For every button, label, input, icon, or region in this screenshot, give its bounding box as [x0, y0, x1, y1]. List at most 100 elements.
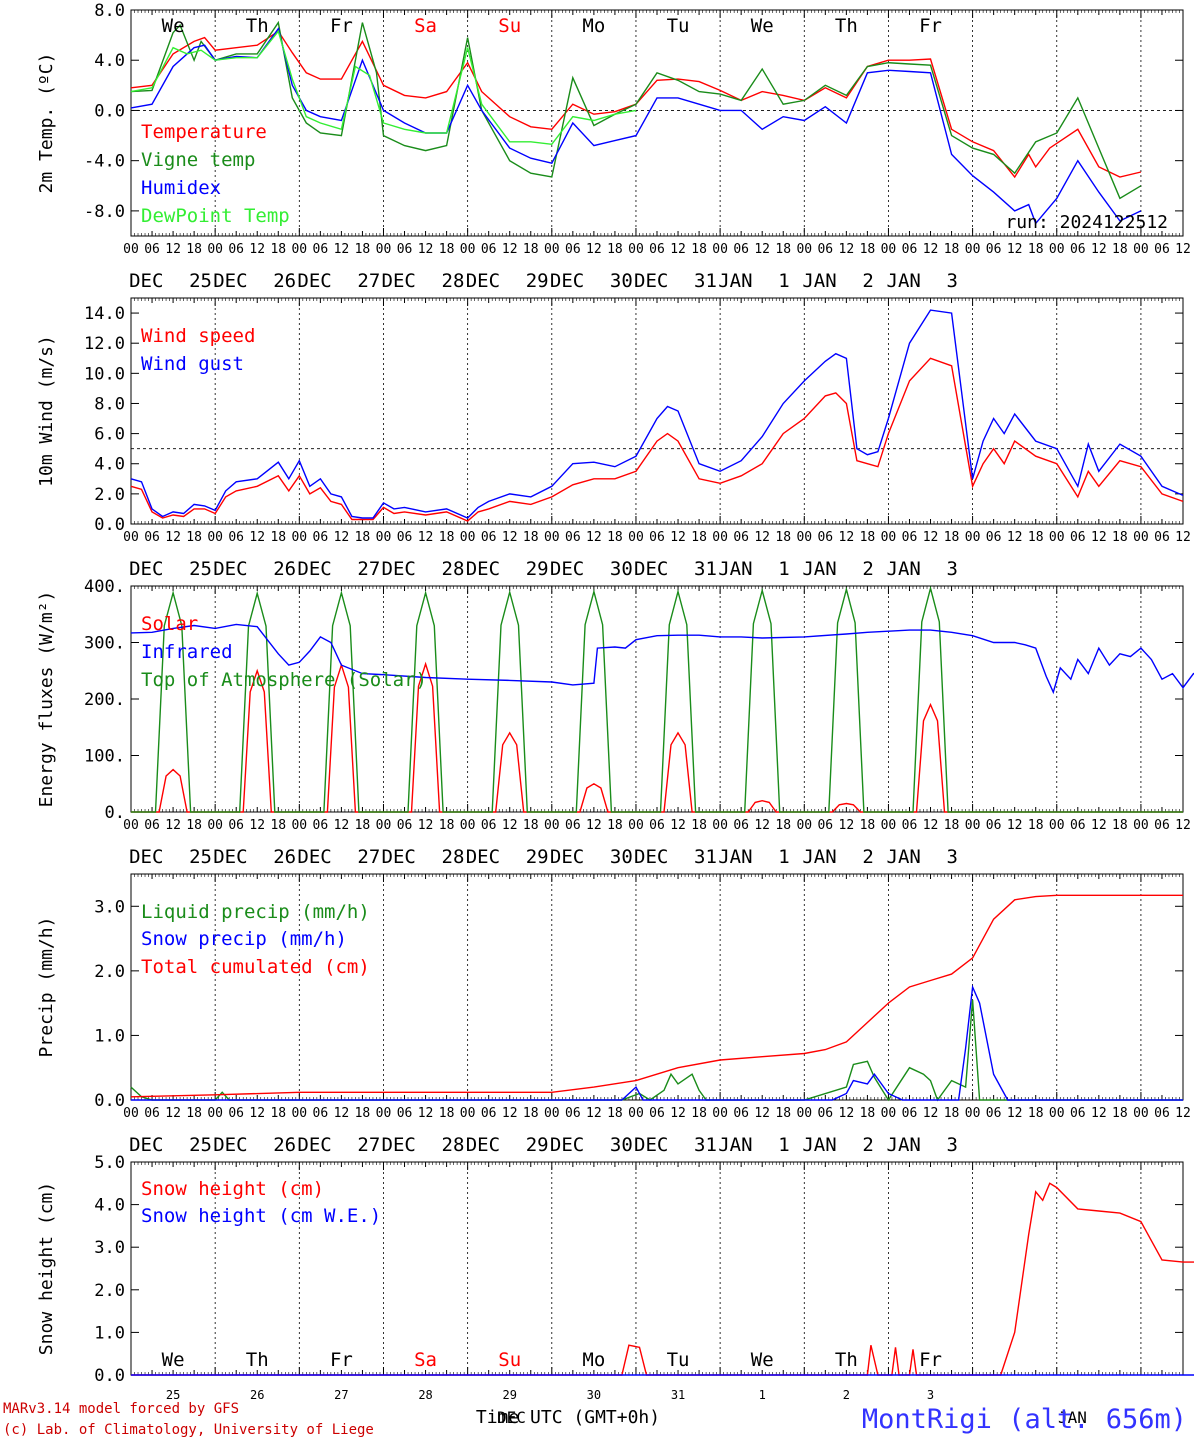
y-axis-label: 10m Wind (m/s) — [36, 335, 57, 487]
hour-tick-label: 18 — [270, 1106, 286, 1121]
hour-tick-label: 00 — [1049, 1106, 1065, 1121]
date-day-label: 25 — [189, 558, 212, 580]
date-day-label: 25 — [189, 846, 212, 868]
hour-tick-label: 00 — [1133, 242, 1149, 257]
date-month-label: DEC — [213, 846, 247, 868]
hour-tick-label: 18 — [1028, 242, 1044, 257]
hour-tick-label: 18 — [439, 242, 455, 257]
hour-tick-label: 18 — [860, 818, 876, 833]
hour-tick-label: 12 — [1007, 242, 1023, 257]
hour-tick-label: 18 — [523, 530, 539, 545]
series-line-infrared — [130, 623, 1194, 695]
hour-tick-label: 00 — [376, 818, 392, 833]
y-tick-label: 8.0 — [94, 394, 125, 414]
y-tick-label: 8.0 — [94, 1, 125, 21]
hour-tick-label: 18 — [355, 530, 371, 545]
hour-tick-label: 06 — [481, 530, 497, 545]
hour-tick-label: 00 — [376, 242, 392, 257]
hour-tick-label: 06 — [144, 1106, 160, 1121]
hour-tick-label: 18 — [944, 818, 960, 833]
y-axis-label: Precip (mm/h) — [36, 917, 57, 1058]
weekday-label-bottom: Th — [835, 1349, 858, 1371]
weekday-label-top: Sa — [414, 15, 437, 37]
hour-tick-label: 12 — [334, 530, 350, 545]
day-number-label: 2 — [843, 1388, 850, 1402]
hour-tick-label: 12 — [586, 1106, 602, 1121]
day-number-label: 30 — [587, 1388, 601, 1402]
hour-tick-label: 12 — [1175, 530, 1191, 545]
hour-tick-label: 00 — [965, 818, 981, 833]
hour-tick-label: 18 — [607, 242, 623, 257]
weekday-label-top: We — [162, 15, 185, 37]
date-day-label: 30 — [610, 846, 633, 868]
hour-tick-label: 00 — [1049, 530, 1065, 545]
series-line-wind-gust — [130, 309, 1184, 519]
y-tick-label: 4.0 — [94, 51, 125, 71]
hour-tick-label: 12 — [1007, 1106, 1023, 1121]
legend-entry: Wind speed — [141, 325, 255, 347]
date-month-label: JAN — [718, 846, 752, 868]
hour-tick-label: 18 — [775, 530, 791, 545]
date-day-label: 31 — [694, 846, 717, 868]
hour-tick-label: 12 — [670, 530, 686, 545]
hour-tick-label: 00 — [1133, 818, 1149, 833]
date-day-label: 2 — [862, 1134, 873, 1156]
hour-tick-label: 12 — [165, 1106, 181, 1121]
hour-tick-label: 18 — [860, 242, 876, 257]
date-month-label: JAN — [887, 846, 921, 868]
hour-tick-label: 00 — [628, 1106, 644, 1121]
date-month-label: DEC — [382, 270, 416, 292]
hour-tick-label: 18 — [1112, 242, 1128, 257]
hour-tick-label: 00 — [796, 818, 812, 833]
hour-tick-label: 00 — [123, 530, 139, 545]
hour-tick-label: 18 — [186, 818, 202, 833]
date-day-label: 26 — [273, 558, 296, 580]
hour-tick-label: 18 — [1112, 818, 1128, 833]
date-month-label: DEC — [297, 558, 331, 580]
hour-tick-label: 18 — [691, 1106, 707, 1121]
day-number-label: 3 — [927, 1388, 934, 1402]
y-tick-label: 1.0 — [94, 1026, 125, 1046]
hour-tick-label: 00 — [628, 818, 644, 833]
hour-tick-label: 18 — [270, 530, 286, 545]
date-month-label: DEC — [466, 558, 500, 580]
footer-model-line: MARv3.14 model forced by GFS — [3, 1401, 239, 1417]
hour-tick-label: 12 — [249, 242, 265, 257]
hour-tick-label: 06 — [313, 1106, 329, 1121]
hour-tick-label: 06 — [986, 1106, 1002, 1121]
hour-tick-label: 18 — [439, 818, 455, 833]
y-tick-label: 6.0 — [94, 425, 125, 445]
hour-tick-label: 00 — [207, 530, 223, 545]
legend-entry: DewPoint Temp — [141, 205, 290, 227]
legend-entry: Snow height (cm) — [141, 1178, 324, 1200]
y-tick-label: 2.0 — [94, 1281, 125, 1301]
hour-tick-label: 18 — [1112, 530, 1128, 545]
hour-tick-label: 00 — [965, 242, 981, 257]
date-day-label: 26 — [273, 846, 296, 868]
hour-tick-label: 06 — [397, 530, 413, 545]
hour-tick-label: 12 — [502, 242, 518, 257]
hour-tick-label: 06 — [565, 1106, 581, 1121]
date-day-label: 3 — [947, 270, 958, 292]
hour-tick-label: 00 — [207, 818, 223, 833]
date-month-label: DEC — [297, 270, 331, 292]
hour-tick-label: 18 — [860, 530, 876, 545]
hour-tick-label: 06 — [1154, 1106, 1170, 1121]
hour-tick-label: 06 — [902, 530, 918, 545]
date-day-label: 27 — [357, 1134, 380, 1156]
hour-tick-label: 18 — [186, 530, 202, 545]
date-month-label: DEC — [213, 558, 247, 580]
hour-tick-label: 06 — [397, 242, 413, 257]
hour-tick-label: 06 — [817, 818, 833, 833]
date-day-label: 29 — [526, 846, 549, 868]
date-day-label: 31 — [694, 558, 717, 580]
y-tick-label: 3.0 — [94, 897, 125, 917]
legend-entry: Infrared — [141, 641, 233, 663]
legend-entry: Total cumulated (cm) — [141, 956, 370, 978]
hour-tick-label: 12 — [334, 242, 350, 257]
y-axis-label: 2m Temp. (ºC) — [36, 53, 57, 194]
weekday-label-bottom: Tu — [667, 1349, 690, 1371]
hour-tick-label: 18 — [355, 242, 371, 257]
hour-tick-label: 18 — [607, 530, 623, 545]
